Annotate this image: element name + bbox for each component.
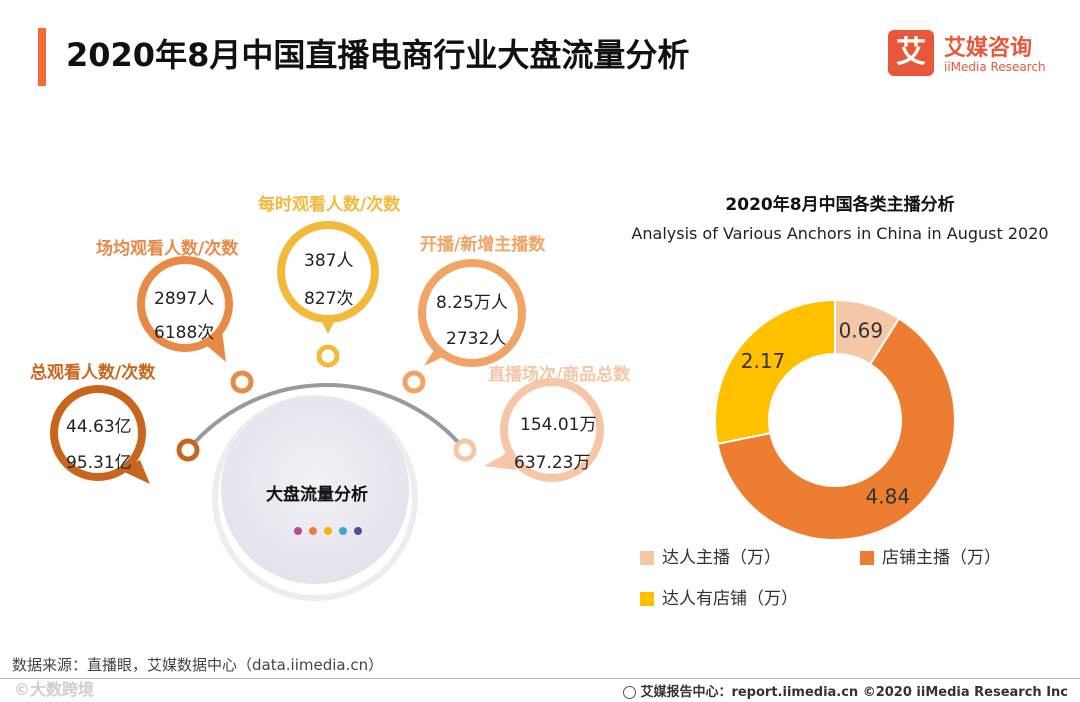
data-label: 2.17 [741, 349, 786, 373]
hub-dot [294, 527, 302, 535]
arc-node [316, 344, 340, 368]
globe-icon [623, 686, 637, 699]
metric-total-label: 总观看人数/次数 [30, 363, 156, 383]
hub-dot [309, 527, 317, 535]
arc-node [453, 438, 477, 462]
metric-anchors-line1: 8.25万人 [436, 293, 508, 313]
metric-sessions-line2: 637.23万 [514, 453, 591, 473]
arc-node [402, 370, 426, 394]
footer-text: 艾媒报告中心：report.iimedia.cn ©2020 iiMedia R… [640, 685, 1068, 700]
logo: 艾 艾媒咨询 iiMedia Research [888, 30, 1068, 80]
logo-name-cn: 艾媒咨询 [944, 36, 1033, 61]
hub-dot [354, 527, 362, 535]
metric-bubble [500, 378, 604, 482]
flow-arc [186, 383, 467, 452]
legend-item-talent-store: 达人有店铺（万） [640, 584, 798, 609]
footer: 艾媒报告中心：report.iimedia.cn ©2020 iiMedia R… [623, 681, 1068, 700]
legend-swatch [640, 592, 654, 606]
hub-title: 大盘流量分析 [266, 485, 368, 505]
bubble-tail [120, 460, 150, 484]
legend-swatch [860, 551, 874, 565]
metric-hourly-line1: 387人 [304, 251, 354, 271]
chart-title: 2020年8月中国各类主播分析 [725, 195, 955, 215]
donut-slice [716, 317, 956, 541]
hub-dot [339, 527, 347, 535]
metric-total-line1: 44.63亿 [66, 417, 132, 437]
metric-bubble [277, 221, 379, 323]
logo-name-en: iiMedia Research [944, 60, 1046, 74]
legend-label: 达人有店铺（万） [662, 589, 798, 609]
arc-node [176, 438, 200, 462]
watermark: ©大数跨境 [14, 680, 95, 699]
metric-anchors-label: 开播/新增主播数 [420, 235, 546, 255]
metric-bubble [50, 385, 146, 481]
legend-item-talent: 达人主播（万） [640, 543, 781, 568]
title-accent-bar [38, 28, 46, 86]
metric-sessions-label: 直播场次/商品总数 [488, 365, 631, 385]
logo-mark: 艾 [888, 30, 934, 76]
flow-diagram [50, 221, 604, 601]
donut-chart: 0.69 4.84 2.17 [714, 298, 956, 541]
legend-swatch [640, 551, 654, 565]
hub-dot [324, 527, 332, 535]
metric-bubble [418, 259, 526, 367]
metric-anchors-line2: 2732人 [446, 329, 507, 349]
metric-bubble [137, 256, 233, 352]
metric-hourly-label: 每时观看人数/次数 [258, 195, 401, 215]
data-label: 0.69 [839, 319, 884, 343]
footer-divider [0, 678, 1080, 679]
legend-item-store: 店铺主播（万） [860, 543, 1001, 568]
metric-sessions-line1: 154.01万 [520, 415, 597, 435]
metric-avg-line1: 2897人 [154, 289, 215, 309]
metric-hourly-line2: 827次 [304, 289, 354, 309]
data-label: 4.84 [866, 485, 911, 509]
metric-avg-line2: 6188次 [154, 323, 215, 343]
legend-label: 店铺主播（万） [882, 548, 1001, 568]
data-source: 数据来源：直播眼，艾媒数据中心（data.iimedia.cn） [12, 656, 384, 674]
chart-subtitle: Analysis of Various Anchors in China in … [631, 224, 1049, 243]
hub-circle [221, 396, 409, 584]
metric-total-line2: 95.31亿 [66, 453, 132, 473]
arc-node [230, 370, 254, 394]
hub-dots [294, 520, 374, 535]
metric-avg-label: 场均观看人数/次数 [96, 239, 239, 259]
legend-label: 达人主播（万） [662, 548, 781, 568]
page-title: 2020年8月中国直播电商行业大盘流量分析 [66, 36, 690, 74]
donut-slice [714, 298, 836, 446]
